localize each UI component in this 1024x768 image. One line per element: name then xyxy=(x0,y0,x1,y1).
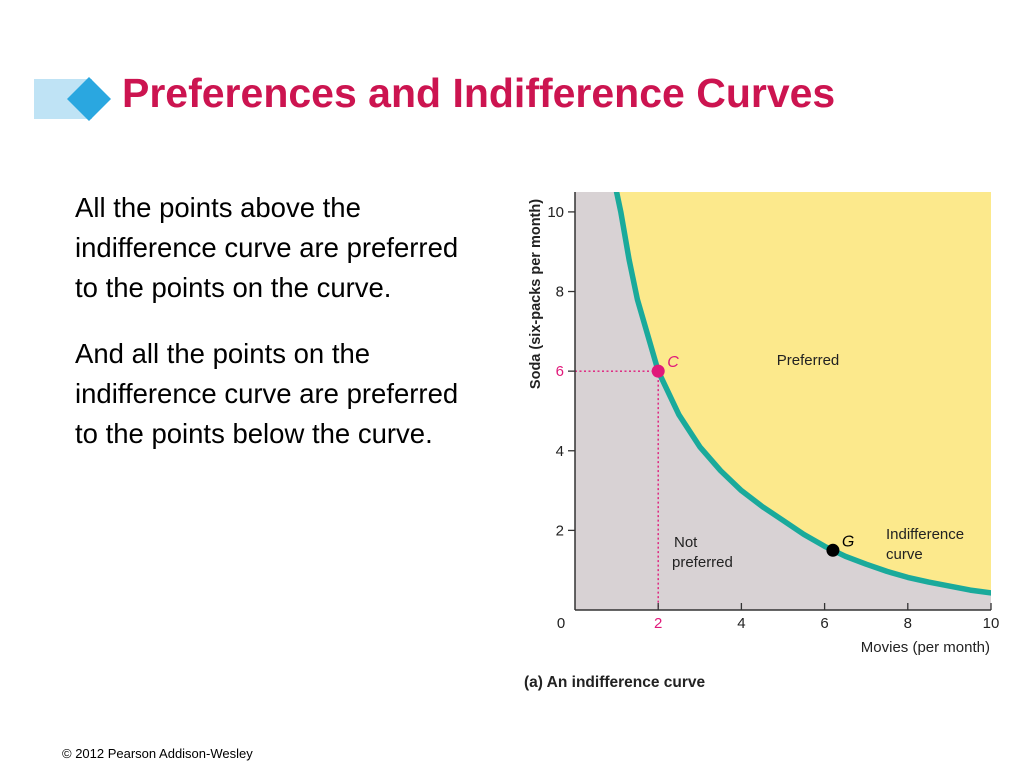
not-preferred-label-line2: preferred xyxy=(672,554,733,571)
copyright-footer: © 2012 Pearson Addison-Wesley xyxy=(62,746,253,761)
not-preferred-label-line1: Not xyxy=(674,534,698,551)
x-tick-label: 8 xyxy=(904,615,912,632)
preferred-region xyxy=(616,192,991,593)
point-c xyxy=(651,364,665,378)
indifference-curve-chart: 0 2 4 6 8 10 2 4 6 8 10 C G Preferred Not preferred… xyxy=(524,192,1000,691)
title-decoration-diamond xyxy=(67,77,111,121)
x-tick-label: 6 xyxy=(820,615,828,632)
y-tick-label: 6 xyxy=(556,363,564,380)
chart-caption: (a) An indifference curve xyxy=(524,674,706,691)
y-axis-label: Soda (six-packs per month) xyxy=(528,199,544,389)
preferred-region-label: Preferred xyxy=(777,352,840,369)
point-g-label: G xyxy=(842,533,854,550)
x-tick-label: 2 xyxy=(654,615,662,632)
curve-label-line1: Indifference xyxy=(886,526,964,543)
y-tick-label: 2 xyxy=(556,522,564,539)
y-tick-label: 10 xyxy=(547,204,564,221)
x-tick-label: 4 xyxy=(737,615,745,632)
body-text: All the points above the indifference cu… xyxy=(75,188,480,480)
point-g xyxy=(826,543,840,557)
x-axis-label: Movies (per month) xyxy=(861,639,990,656)
x-tick-label: 10 xyxy=(983,615,1000,632)
title-decoration-icon xyxy=(34,77,111,121)
slide-title: Preferences and Indifference Curves xyxy=(122,70,836,116)
paragraph-above-curve: All the points above the indifference cu… xyxy=(75,192,459,303)
y-tick-label: 4 xyxy=(556,443,564,460)
origin-label: 0 xyxy=(557,615,565,632)
curve-label-line2: curve xyxy=(886,546,923,563)
paragraph-on-curve: And all the points on the indifference c… xyxy=(75,338,459,449)
y-tick-label: 8 xyxy=(556,284,564,301)
indifference-curve-line xyxy=(613,192,991,596)
point-c-label: C xyxy=(667,354,679,371)
